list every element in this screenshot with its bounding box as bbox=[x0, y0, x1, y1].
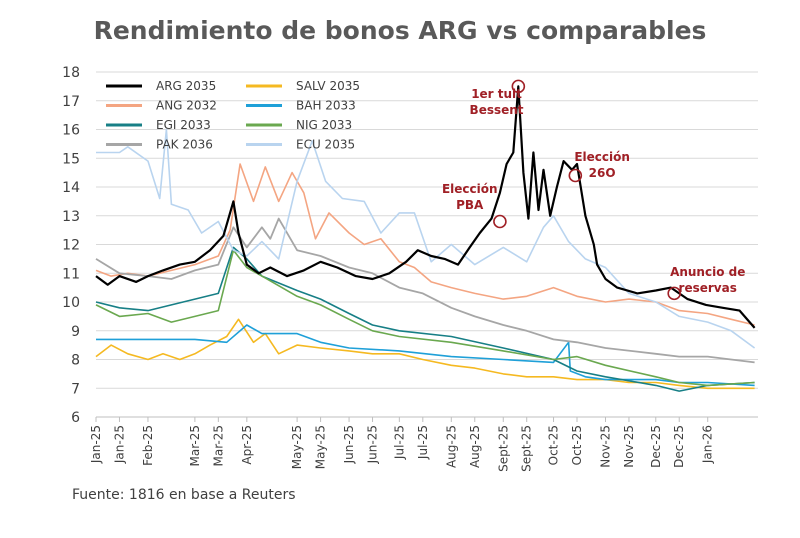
annotation-label: reservas bbox=[679, 281, 737, 295]
y-tick-label: 12 bbox=[62, 238, 80, 254]
annotation-label: PBA bbox=[456, 198, 484, 212]
x-tick-label: Jul-25 bbox=[392, 425, 406, 460]
y-tick-label: 11 bbox=[62, 266, 80, 282]
y-tick-label: 16 bbox=[62, 123, 80, 139]
y-tick-label: 7 bbox=[71, 381, 80, 397]
x-tick-label: Jan-25 bbox=[112, 425, 126, 464]
annotation-label: Elección bbox=[442, 182, 498, 196]
x-tick-label: Mar-25 bbox=[188, 425, 202, 466]
annotation-marker bbox=[493, 214, 507, 229]
legend-label: ANG 2032 bbox=[156, 99, 217, 113]
x-tick-label: Jan-25 bbox=[89, 425, 103, 464]
x-tick-label: Jan-26 bbox=[701, 425, 715, 464]
x-tick-label: Jul-25 bbox=[416, 425, 430, 460]
chart-title: Rendimiento de bonos ARG vs comparables bbox=[93, 16, 707, 45]
annotation-label: Bessent bbox=[470, 103, 524, 117]
x-tick-label: Oct-25 bbox=[570, 425, 584, 465]
grid-lines bbox=[96, 71, 758, 418]
y-tick-label: 6 bbox=[71, 410, 80, 426]
x-tick-label: Sept-25 bbox=[496, 425, 510, 472]
annotation-label: 26O bbox=[589, 166, 616, 180]
x-tick-label: Mar-25 bbox=[211, 425, 225, 466]
x-tick-label: Aug-25 bbox=[468, 425, 482, 468]
y-tick-label: 14 bbox=[62, 180, 80, 196]
series-line-arg-2035 bbox=[95, 85, 756, 329]
x-tick-label: Dec-25 bbox=[649, 425, 663, 468]
annotation-label: Anuncio de bbox=[670, 265, 745, 279]
axes: 6 7 8 9 10 11 12 13 14 15 16 17 18 Jan-25 Jan-25 Feb-25… bbox=[62, 65, 758, 472]
y-tick-label: 9 bbox=[71, 324, 80, 340]
x-tick-label: Nov-25 bbox=[622, 425, 636, 468]
y-tick-label: 13 bbox=[62, 209, 80, 225]
annotation-label: 1er tuit bbox=[471, 87, 522, 101]
legend-label: BAH 2033 bbox=[296, 99, 356, 113]
series-line-nig-2033 bbox=[95, 249, 755, 387]
annotations: 1er tuit Bessent Elección PBA Elección 26O Anu… bbox=[442, 79, 745, 301]
legend: ARG 2035 SALV 2035 ANG 2032 BAH 2033 EGI 203… bbox=[106, 79, 360, 152]
x-tick-label: Dec-25 bbox=[672, 425, 686, 468]
x-tick-label: Sept-25 bbox=[520, 425, 534, 472]
series-lines bbox=[95, 85, 756, 392]
y-tick-label: 17 bbox=[62, 94, 80, 110]
legend-label: ARG 2035 bbox=[156, 79, 216, 93]
legend-label: EGI 2033 bbox=[156, 118, 211, 132]
source-note: Fuente: 1816 en base a Reuters bbox=[72, 487, 296, 503]
x-tick-label: Jun-25 bbox=[366, 425, 380, 464]
x-tick-label: Aug-25 bbox=[444, 425, 458, 468]
x-tick-label: May-25 bbox=[314, 425, 328, 469]
y-tick-label: 8 bbox=[71, 353, 80, 369]
x-tick-label: Feb-25 bbox=[141, 425, 155, 466]
x-tick-label: Jun-25 bbox=[342, 425, 356, 464]
x-tick-label: May-25 bbox=[290, 425, 304, 469]
y-tick-label: 10 bbox=[62, 295, 80, 311]
annotation-marker bbox=[667, 286, 682, 301]
legend-label: ECU 2035 bbox=[296, 138, 355, 152]
x-tick-label: Nov-25 bbox=[598, 425, 612, 468]
series-line-ecu-2035 bbox=[96, 128, 756, 349]
series-line-bah-2033 bbox=[96, 324, 755, 387]
legend-label: SALV 2035 bbox=[296, 79, 360, 93]
legend-label: NIG 2033 bbox=[296, 118, 352, 132]
x-tick-label: Apr-25 bbox=[240, 425, 254, 465]
series-line-egi-2033 bbox=[95, 246, 755, 392]
y-tick-label: 15 bbox=[62, 151, 80, 167]
annotation-label: Elección bbox=[574, 150, 630, 164]
annotation-marker bbox=[568, 168, 583, 183]
y-tick-label: 18 bbox=[62, 65, 80, 81]
annotation-marker bbox=[511, 79, 526, 94]
legend-label: PAK 2036 bbox=[156, 138, 213, 152]
x-tick-label: Oct-25 bbox=[547, 425, 561, 465]
series-line-pak-2036 bbox=[95, 217, 755, 364]
series-line-ang-2032 bbox=[95, 163, 755, 326]
